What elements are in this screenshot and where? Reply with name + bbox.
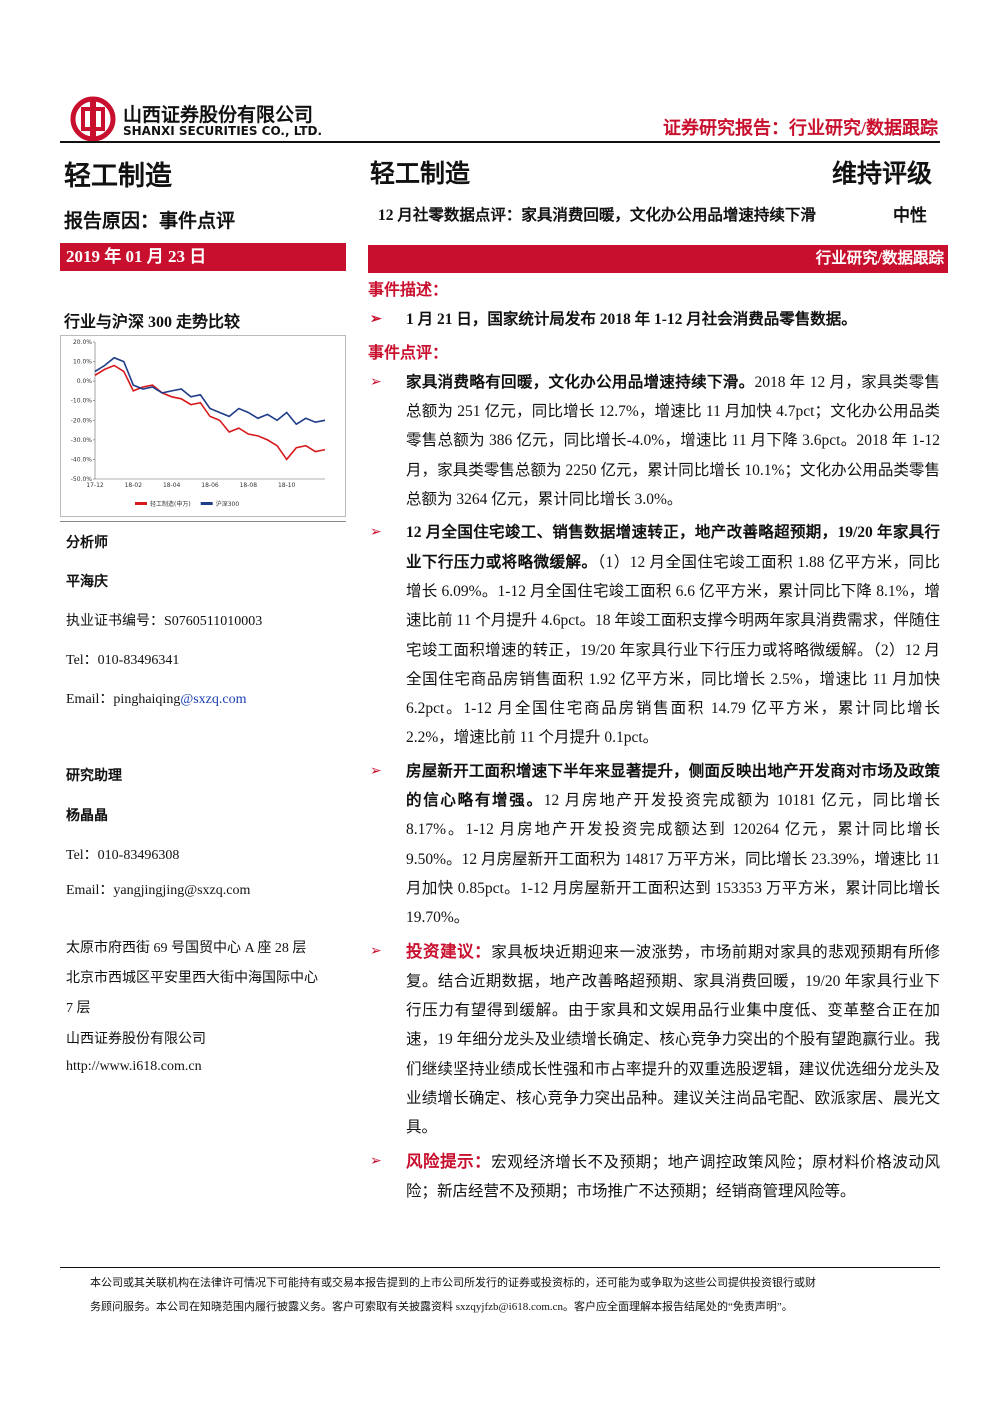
bullet: ➢ (370, 374, 382, 390)
company: 山西证券股份有限公司 (66, 1032, 206, 1047)
comment-item: ➢ 风险提示：宏观经济增长不及预期；地产调控政策风险；原材料价格波动风险；新店经营… (368, 1147, 940, 1207)
comment-lead: 房屋新开工面积增速下半年来显著提升，侧面反映出地产开发商对市场及政策的信心略有增… (406, 762, 940, 810)
y-tick-label: 0.0% (77, 378, 93, 385)
comment-label: 事件点评： (368, 344, 449, 362)
assistant-name: 杨晶晶 (66, 809, 108, 824)
y-tick-label: -30.0% (71, 437, 93, 444)
comment-lead: 12 月全国住宅竣工、销售数据增速转正，地产改善略超预期，19/20 年家具行业… (406, 524, 940, 571)
comments: ➢ 家具消费略有回暖，文化办公用品增速持续下滑。2018 年 12 月，家具类零售… (368, 368, 940, 1206)
sub-rating: 中性 (893, 206, 927, 225)
divider (60, 521, 346, 522)
comment-item: ➢ 房屋新开工面积增速下半年来显著提升，侧面反映出地产开发商对市场及政策的信心略有… (368, 757, 940, 933)
y-tick-label: -20.0% (71, 417, 93, 424)
subtitle: 12 月社零数据点评：家具消费回暖，文化办公用品增速持续下滑 (378, 207, 816, 224)
email-user: Email：pinghaiqing (66, 692, 181, 707)
bullet: ➢ (370, 1153, 382, 1169)
analyst-label: 分析师 (66, 536, 108, 551)
events: ➢ 1 月 21 日，国家统计局发布 2018 年 1-12 月社会消费品零售数据… (368, 305, 940, 334)
website: http://www.i618.com.cn (66, 1059, 202, 1074)
x-tick-label: 18-10 (278, 482, 296, 489)
event-text: 1 月 21 日，国家统计局发布 2018 年 1-12 月社会消费品零售数据。 (406, 311, 857, 329)
assistant-label: 研究助理 (66, 769, 122, 784)
footer-line: 务顾问服务。本公司在知晓范围内履行披露义务。客户可索取有关披露资料 sxzqyj… (90, 1301, 793, 1313)
chart-frame (60, 335, 346, 517)
x-tick-label: 18-06 (201, 482, 219, 489)
comment-item: ➢ 12 月全国住宅竣工、销售数据增速转正，地产改善略超预期，19/20 年家具行… (368, 518, 940, 752)
footer-rule (60, 1267, 940, 1268)
bullet: ➢ (370, 525, 382, 541)
assistant-email: Email：yangjingjing@sxzq.com (66, 883, 251, 898)
x-tick-label: 18-08 (240, 482, 258, 489)
section-bar: 行业研究/数据跟踪 (368, 245, 948, 273)
bullet: ➢ (370, 943, 382, 959)
address: 7 层 (66, 1001, 91, 1016)
comment-item: ➢ 投资建议：家具板块近期迎来一波涨势，市场前期对家具的悲观预期有所修复。结合近期… (368, 937, 940, 1143)
y-tick-label: 20.0% (73, 339, 92, 346)
cert: 执业证书编号：S0760511010003 (66, 614, 263, 629)
bullet: ➢ (370, 312, 382, 328)
series-line (94, 356, 326, 426)
footer-line: 本公司或其关联机构在法律许可情况下可能持有或交易本报告提到的上市公司所发行的证券… (90, 1277, 816, 1289)
y-tick-label: -50.0% (71, 476, 93, 483)
analyst-name: 平海庆 (66, 575, 108, 590)
y-tick-label: 10.0% (73, 359, 92, 366)
x-tick-label: 18-02 (125, 482, 143, 489)
logo (70, 96, 116, 142)
section-bar-text: 行业研究/数据跟踪 (815, 250, 944, 267)
legend-label: 轻工制造(申万) (150, 500, 191, 508)
event-item: ➢ 1 月 21 日，国家统计局发布 2018 年 1-12 月社会消费品零售数据… (368, 305, 940, 334)
date-bar: 2019 年 01 月 23 日 (60, 243, 346, 271)
legend-swatch (200, 502, 213, 505)
date: 2019 年 01 月 23 日 (66, 247, 207, 266)
report-reason: 报告原因：事件点评 (64, 211, 236, 232)
address: 北京市西城区平安里西大街中海国际中心 (66, 971, 318, 986)
comment-item: ➢ 家具消费略有回暖，文化办公用品增速持续下滑。2018 年 12 月，家具类零售… (368, 368, 940, 514)
comment-body: （1）12 月全国住宅竣工面积 1.88 亿平方米，同比增长 6.09%。1-1… (406, 553, 940, 747)
rating: 维持评级 (831, 161, 932, 188)
email-domain: @sxzq.com (180, 692, 247, 707)
legend-swatch (135, 502, 147, 505)
comment-body: 2018 年 12 月，家具类零售总额为 251 亿元，同比增长 12.7%，增… (406, 373, 940, 509)
body: 事件描述： ➢ 1 月 21 日，国家统计局发布 2018 年 1-12 月社会消… (368, 276, 940, 1210)
comment-body: 宏观经济增长不及预期；地产调控政策风险；原材料价格波动风险；新店经营不及预期；市… (406, 1153, 940, 1200)
chart-title: 行业与沪深 300 走势比较 (64, 314, 241, 331)
comment-lead: 家具消费略有回暖，文化办公用品增速持续下滑。 (406, 373, 755, 391)
tel: Tel：010-83496341 (66, 653, 180, 668)
y-tick-label: -10.0% (71, 398, 93, 405)
x-tick-label: 17-12 (86, 482, 104, 489)
address: 太原市府西街 69 号国贸中心 A 座 28 层 (66, 941, 307, 956)
right-industry: 轻工制造 (370, 161, 471, 188)
comment-label: 投资建议： (406, 941, 492, 961)
legend-label: 沪深300 (216, 500, 240, 508)
comment-body: 家具板块近期迎来一波涨势，市场前期对家具的悲观预期有所修复。结合近期数据，地产改… (406, 943, 940, 1137)
event-label: 事件描述： (368, 282, 449, 299)
series-line (94, 364, 326, 461)
left-industry: 轻工制造 (64, 161, 172, 191)
x-tick-label: 18-04 (163, 482, 181, 489)
company-en: SHANXI SECURITIES CO., LTD. (123, 124, 323, 138)
bullet: ➢ (370, 763, 382, 779)
report-type: 证券研究报告：行业研究/数据跟踪 (663, 118, 938, 138)
company-cn: 山西证券股份有限公司 (123, 104, 314, 126)
y-tick-label: -40.0% (71, 456, 93, 463)
comment-label: 风险提示： (406, 1151, 492, 1171)
email: Email：pinghaiqing@sxzq.com (66, 688, 247, 708)
comment-body: 12 月房地产开发投资完成额为 10181 亿元，同比增长 8.17%。1-12… (406, 792, 940, 927)
assistant-tel: Tel：010-83496308 (66, 848, 180, 863)
header-rule (60, 141, 940, 143)
chart: 20.0% 10.0% 0.0% -10.0% -20.0% -30.0% -40.0% -5… (60, 335, 346, 517)
